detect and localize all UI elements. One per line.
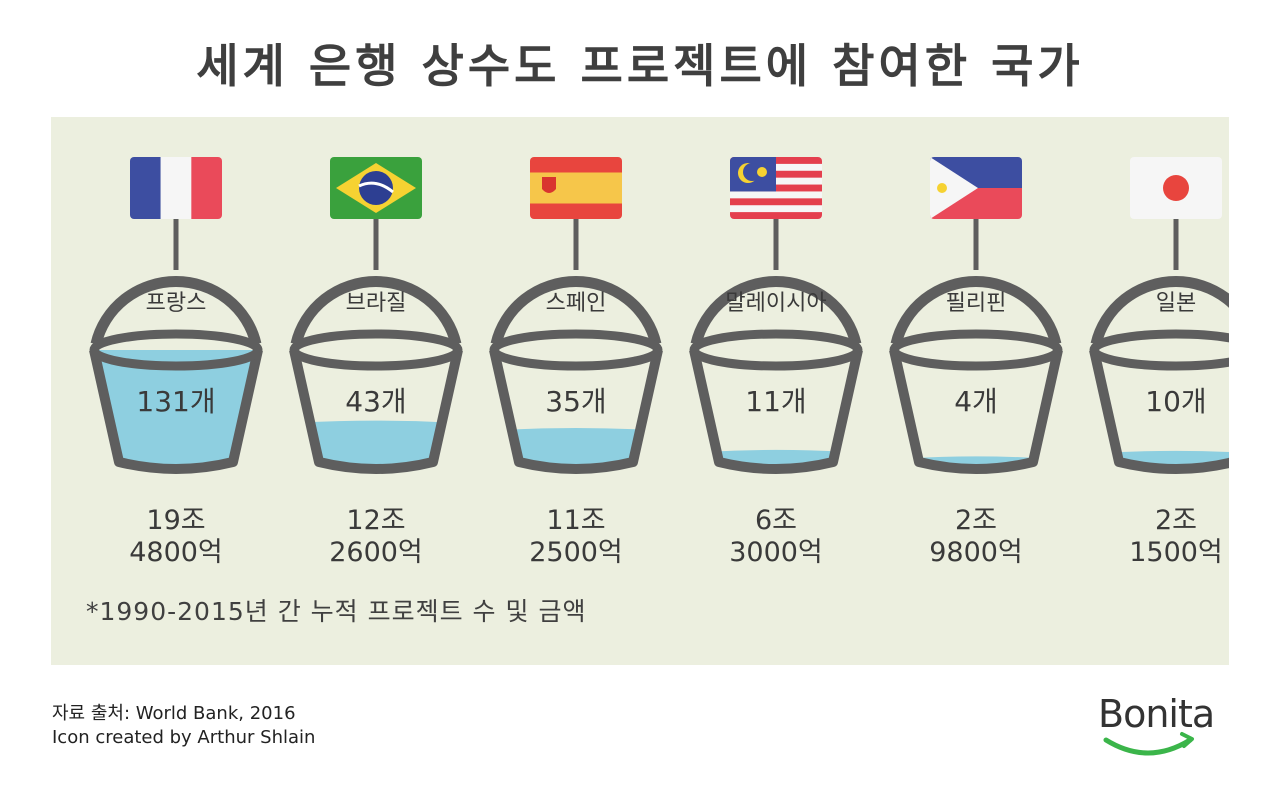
- category-label: 스페인: [546, 291, 607, 316]
- logo-smile-icon: [1103, 732, 1194, 756]
- france-flag: [130, 157, 222, 219]
- bucket-handle: [290, 276, 462, 346]
- bucket-rim: [1089, 329, 1229, 371]
- philippines-flag: [930, 157, 1022, 219]
- bucket-body: [689, 348, 863, 474]
- chart-panel: 프랑스 131개 19조 4800억 브라질 43개 12조 2600억 스페인 35개 11조 25…: [51, 117, 1229, 665]
- bucket-body: [89, 348, 263, 474]
- brazil-flag: [330, 157, 422, 219]
- value-label: 10개: [1145, 385, 1206, 418]
- value-label: 43개: [345, 385, 406, 418]
- logo-text: Bonita: [1098, 692, 1215, 736]
- bonita-logo: Bonita: [1098, 692, 1233, 762]
- bucket-rim: [489, 329, 663, 371]
- amount-label: 6조: [755, 505, 797, 536]
- chart-title: 세계 은행 상수도 프로젝트에 참여한 국가: [196, 39, 1084, 93]
- category-label: 프랑스: [146, 291, 207, 316]
- bucket-rim: [689, 329, 863, 371]
- bucket-handle: [1090, 276, 1229, 346]
- japan-flag: [1130, 157, 1222, 219]
- bucket-handle: [90, 276, 262, 346]
- bucket-handle: [690, 276, 862, 346]
- category-label: 필리핀: [946, 291, 1007, 316]
- category-label: 브라질: [346, 291, 407, 316]
- amount-label: 1500억: [1129, 537, 1223, 568]
- bucket-handle: [490, 276, 662, 346]
- spain-flag: [530, 157, 622, 219]
- amount-label: 2조: [1155, 505, 1197, 536]
- bucket-rim: [889, 329, 1063, 371]
- category-label: 말레이시아: [725, 291, 826, 316]
- category-label: 일본: [1156, 291, 1196, 316]
- footnote: *1990-2015년 간 누적 프로젝트 수 및 금액: [86, 597, 587, 626]
- value-label: 11개: [745, 385, 806, 418]
- bucket-body: [1089, 348, 1229, 474]
- amount-label: 9800억: [929, 537, 1023, 568]
- bucket-body: [289, 348, 463, 474]
- value-label: 4개: [954, 385, 998, 418]
- amount-label: 4800억: [129, 537, 223, 568]
- icon-credit-line: Icon created by Arthur Shlain: [52, 727, 316, 748]
- amount-label: 19조: [146, 505, 205, 536]
- amount-label: 12조: [346, 505, 405, 536]
- water-bar: [94, 350, 258, 469]
- amount-label: 2600억: [329, 537, 423, 568]
- source-credit: 자료 출처: World Bank, 2016 Icon created by …: [52, 702, 315, 750]
- malaysia-flag: [730, 157, 822, 219]
- bucket-body: [889, 348, 1063, 474]
- bucket-handle: [890, 276, 1062, 346]
- amount-label: 3000억: [729, 537, 823, 568]
- amount-label: 2조: [955, 505, 997, 536]
- source-line: 자료 출처: World Bank, 2016: [52, 703, 296, 724]
- value-label: 35개: [545, 385, 606, 418]
- amount-label: 2500억: [529, 537, 623, 568]
- bucket-body: [489, 348, 663, 474]
- bucket-rim: [89, 329, 263, 371]
- amount-label: 11조: [546, 505, 605, 536]
- value-label: 131개: [136, 385, 215, 418]
- bucket-rim: [289, 329, 463, 371]
